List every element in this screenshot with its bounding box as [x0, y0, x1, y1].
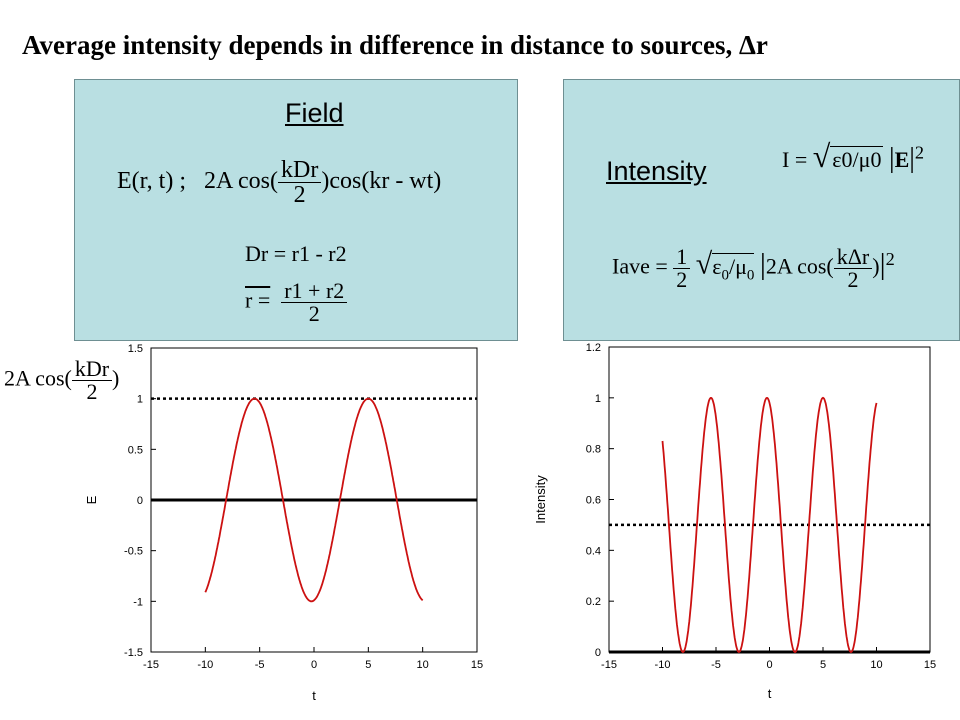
field-eq-den: 2: [293, 182, 306, 208]
iave-tail: ): [872, 253, 880, 279]
x-tick-label: -15: [143, 659, 159, 671]
intensity-eq-vector: E: [894, 147, 910, 172]
y-tick-label: 1.5: [128, 343, 143, 355]
chart-frame-1: [608, 346, 931, 653]
annotation-tail: ): [112, 365, 120, 391]
x-tick-label: -10: [197, 659, 213, 671]
x-tick-label: 0: [311, 659, 317, 671]
y-tick-label: 1: [137, 394, 143, 406]
y-tick-label: 1.2: [586, 342, 601, 354]
iave-fraction: kΔr 2: [833, 246, 873, 292]
rbar-lhs: r =: [245, 287, 271, 313]
field-eq-tail: )cos(kr - wt): [321, 168, 442, 195]
y-tick-label: 0: [137, 495, 143, 507]
x-tick-label: 5: [820, 659, 826, 671]
field-eq-fraction: kDr 2: [278, 158, 322, 208]
iave-mid: 2A cos(: [765, 253, 834, 279]
x-tick-label: 10: [417, 659, 429, 671]
field-eq-lhs: E(r, t) ;: [117, 168, 187, 195]
field-eq-num: kDr: [278, 158, 322, 183]
x-tick-label: -10: [655, 659, 671, 671]
x-tick-label: 10: [870, 659, 882, 671]
intensity-equation: I = √ε0/μ0 |E|2: [782, 138, 925, 174]
x-axis-label: t: [312, 688, 316, 703]
intensity-label: Intensity: [606, 156, 707, 186]
field-eq-amp: 2A cos(: [204, 168, 279, 195]
annotation-num: kDr: [71, 358, 113, 381]
amplitude-annotation: 2A cos(kDr 2): [4, 358, 119, 403]
rbar-num: r1 + r2: [281, 280, 348, 303]
y-tick-label: -1: [133, 596, 143, 608]
y-axis-label: E: [84, 495, 99, 504]
field-label: Field: [285, 98, 344, 128]
y-tick-label: 0.4: [586, 545, 601, 557]
y-tick-label: -1.5: [124, 647, 143, 659]
field-panel: Field E(r, t) ; 2A cos(kDr 2)cos(kr - wt)…: [74, 79, 518, 341]
y-tick-label: 0: [595, 647, 601, 659]
rbar-equation: r = r1 + r2 2: [245, 280, 348, 326]
x-tick-label: -15: [601, 659, 617, 671]
iave-num: kΔr: [833, 246, 873, 269]
annotation-amp: 2A cos(: [4, 365, 72, 391]
annotation-den: 2: [86, 379, 98, 404]
delta-r-equation: Dr = r1 - r2: [245, 241, 347, 266]
x-axis-label: t: [768, 686, 772, 701]
x-tick-label: 15: [471, 659, 483, 671]
y-tick-label: -0.5: [124, 546, 143, 558]
intensity-eq-root: ε0/μ0: [830, 146, 884, 172]
x-tick-label: -5: [711, 659, 721, 671]
y-axis-label: Intensity: [533, 475, 548, 524]
iave-lhs: Iave =: [612, 253, 668, 279]
y-tick-label: 1: [595, 393, 601, 405]
x-tick-label: 0: [766, 659, 772, 671]
y-tick-label: 0.8: [586, 444, 601, 456]
y-tick-label: 0.2: [586, 596, 601, 608]
x-tick-label: -5: [255, 659, 265, 671]
series-line-1-0: [661, 396, 878, 654]
iave-half-num: 1: [673, 246, 691, 269]
iave-half-den: 2: [676, 267, 688, 292]
iave-den: 2: [847, 267, 859, 292]
intensity-eq-lhs: I =: [782, 147, 808, 172]
annotation-fraction: kDr 2: [71, 358, 113, 404]
y-tick-label: 0.6: [586, 495, 601, 507]
rbar-fraction: r1 + r2 2: [281, 280, 348, 326]
slide-title: Average intensity depends in difference …: [22, 30, 768, 60]
series-line-0-0: [204, 397, 424, 603]
field-equation: E(r, t) ; 2A cos(kDr 2)cos(kr - wt): [117, 158, 441, 207]
y-tick-label: 0.5: [128, 444, 143, 456]
rbar-den: 2: [308, 301, 320, 326]
x-tick-label: 15: [924, 659, 936, 671]
x-tick-label: 5: [365, 659, 371, 671]
